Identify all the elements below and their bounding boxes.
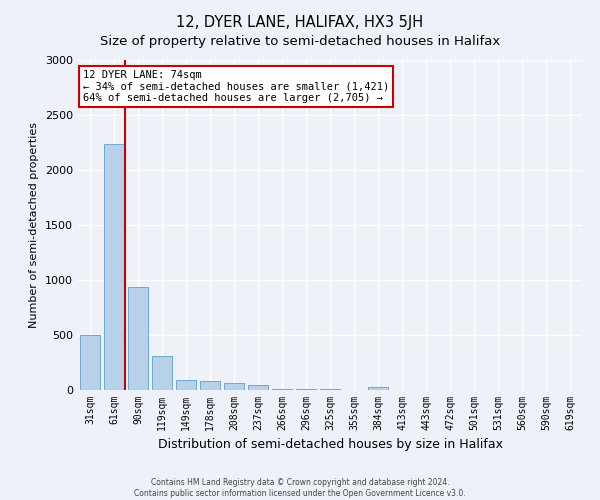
Bar [272,389,292,390]
Bar [128,286,148,390]
X-axis label: Distribution of semi-detached houses by size in Halifax: Distribution of semi-detached houses by … [157,438,503,452]
Text: 12 DYER LANE: 74sqm
← 34% of semi-detached houses are smaller (1,421)
64% of sem: 12 DYER LANE: 74sqm ← 34% of semi-detach… [83,70,389,103]
Y-axis label: Number of semi-detached properties: Number of semi-detached properties [29,122,40,328]
Bar [368,386,388,390]
Bar [224,384,244,390]
Bar [152,356,172,390]
Bar [104,144,124,390]
Bar [80,335,100,390]
Bar [200,381,220,390]
Bar [176,380,196,390]
Bar [248,385,268,390]
Text: 12, DYER LANE, HALIFAX, HX3 5JH: 12, DYER LANE, HALIFAX, HX3 5JH [176,15,424,30]
Text: Contains HM Land Registry data © Crown copyright and database right 2024.
Contai: Contains HM Land Registry data © Crown c… [134,478,466,498]
Bar [296,389,316,390]
Text: Size of property relative to semi-detached houses in Halifax: Size of property relative to semi-detach… [100,35,500,48]
